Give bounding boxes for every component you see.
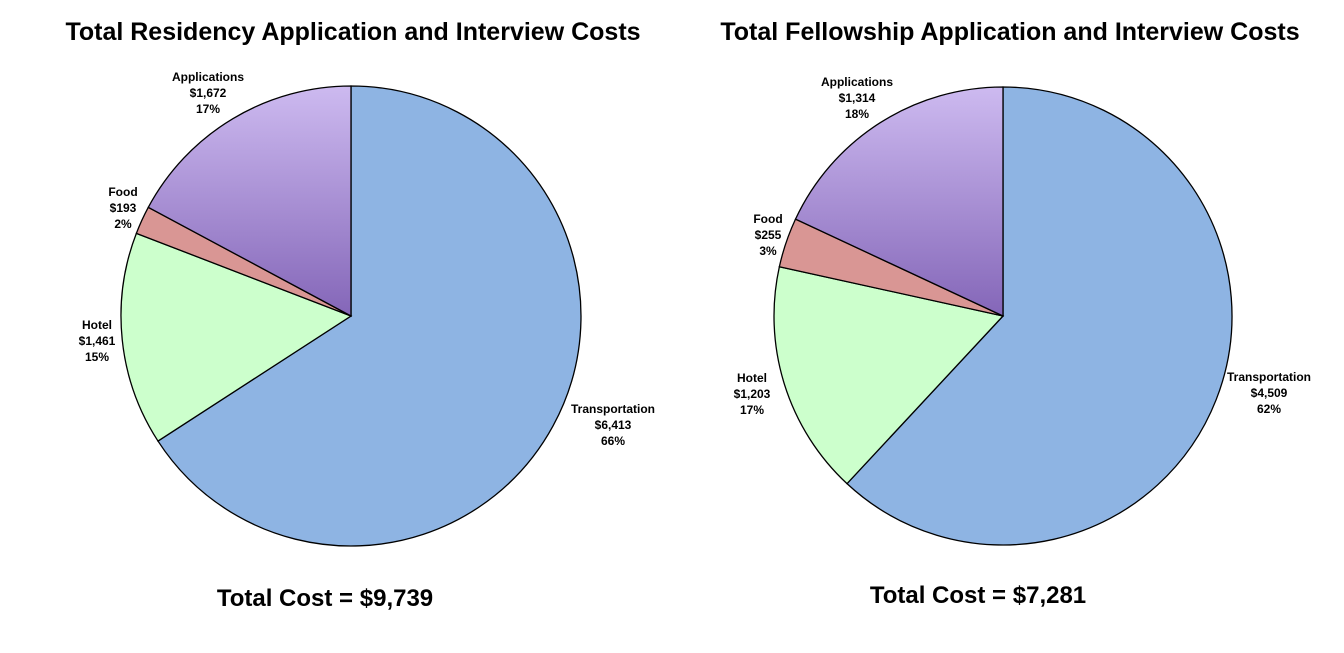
slice-label-applications: Applications $1,672 17%: [172, 70, 244, 116]
fellowship-chart: Total Fellowship Application and Intervi…: [720, 18, 1311, 609]
residency-chart-title: Total Residency Application and Intervie…: [65, 18, 640, 46]
pie-slice-applications: [794, 86, 1004, 318]
fellowship-pie: [773, 86, 1233, 546]
residency-total-cost: Total Cost = $9,739: [217, 585, 433, 612]
slice-label-food: Food $193 2%: [108, 185, 137, 231]
residency-slice-labels: Transportation $6,413 66% Hotel $1,461 15% Foo…: [79, 70, 655, 448]
pie-slice-transportation: [846, 86, 1233, 546]
slice-label-hotel: Hotel $1,461 15%: [79, 318, 116, 364]
pie-slice-applications: [147, 85, 352, 318]
slice-label-applications: Applications $1,314 18%: [821, 75, 893, 121]
fellowship-total-cost: Total Cost = $7,281: [870, 582, 1086, 609]
slice-label-transportation: Transportation $4,509 62%: [1227, 370, 1311, 416]
slice-label-hotel: Hotel $1,203 17%: [734, 371, 771, 417]
fellowship-slice-labels: Transportation $4,509 62% Hotel $1,203 17% Foo…: [734, 75, 1311, 417]
residency-chart: Total Residency Application and Intervie…: [65, 18, 655, 612]
residency-pie: [120, 85, 582, 547]
fellowship-chart-title: Total Fellowship Application and Intervi…: [720, 18, 1299, 46]
pie-slice-transportation: [157, 85, 582, 547]
slice-label-transportation: Transportation $6,413 66%: [571, 402, 655, 448]
pie-slice-hotel: [773, 265, 1005, 485]
pie-slice-hotel: [120, 232, 353, 442]
slice-label-food: Food $255 3%: [753, 212, 782, 258]
